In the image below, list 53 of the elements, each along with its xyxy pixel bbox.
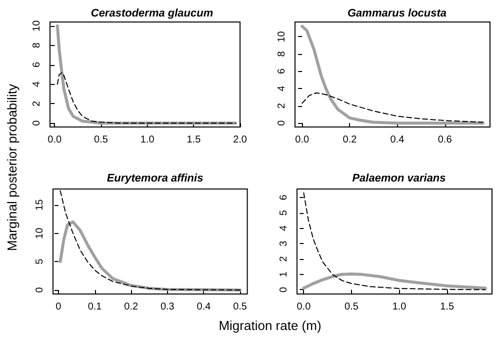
chart-title: Cerastoderma glaucum: [90, 8, 214, 20]
x-tick-label: 0.2: [342, 134, 358, 146]
line-series: [56, 72, 236, 124]
chart-title: Palaemon varians: [352, 172, 446, 184]
y-tick-label: 2: [32, 100, 42, 106]
line-series: [300, 24, 484, 125]
x-tick-label: 0.4: [390, 134, 405, 146]
line-series: [302, 272, 487, 290]
y-tick-label: 10: [276, 30, 288, 42]
chart-title: Eurytemora affinis: [106, 172, 204, 184]
y-tick-label: 0: [278, 286, 290, 292]
x-tick-label: 0.0: [295, 134, 310, 146]
y-tick-label: 15: [34, 198, 46, 210]
x-tick-label: 0.5: [233, 302, 248, 312]
x-tick-label: 0.6: [438, 134, 452, 146]
chart-title: Gammarus locusta: [347, 8, 447, 20]
y-tick-label: 5: [278, 210, 290, 216]
y-tick-label: 0: [32, 120, 42, 126]
x-tick-label: 0.5: [344, 302, 359, 312]
y-tick-label: 6: [32, 62, 42, 68]
x-tick-label: 0: [56, 302, 62, 312]
x-tick-label: 0.5: [94, 134, 108, 146]
y-tick-label: 2: [278, 256, 290, 262]
x-tick-label: 0.1: [88, 302, 102, 312]
y-tick-label: 0: [34, 286, 46, 293]
y-tick-label: 2: [276, 102, 288, 109]
y-tick-label: 10: [32, 20, 42, 32]
y-tick-label: 4: [276, 85, 288, 92]
y-tick-label: 8: [32, 42, 42, 48]
y-tick-label: 0: [276, 120, 288, 126]
line-series: [302, 92, 484, 123]
x-tick-label: 0.2: [124, 302, 138, 312]
line-series: [303, 192, 486, 290]
y-tick-label: 3: [278, 240, 290, 246]
y-tick-label: 6: [276, 68, 288, 74]
x-tick-label: 2.0: [233, 134, 248, 146]
x-tick-label: 1.5: [186, 134, 202, 146]
x-tick-label: 1.0: [140, 134, 155, 146]
x-tick-label: 1.5: [440, 302, 454, 312]
y-tick-label: 4: [32, 81, 42, 88]
y-axis-title: Marginal posterior probability: [4, 83, 20, 253]
y-tick-label: 8: [276, 50, 288, 57]
x-tick-label: 1.0: [392, 302, 407, 312]
x-tick-label: 0.0: [296, 302, 312, 312]
y-tick-label: 10: [34, 227, 46, 239]
x-tick-label: 0.4: [196, 302, 212, 312]
y-tick-label: 5: [34, 258, 46, 264]
x-tick-label: 0.0: [48, 134, 62, 146]
y-tick-label: 4: [278, 224, 290, 231]
x-tick-label: 0.3: [160, 302, 175, 312]
x-axis-title: Migration rate (m): [218, 318, 322, 333]
y-tick-label: 1: [278, 271, 290, 278]
y-tick-label: 6: [278, 194, 290, 200]
